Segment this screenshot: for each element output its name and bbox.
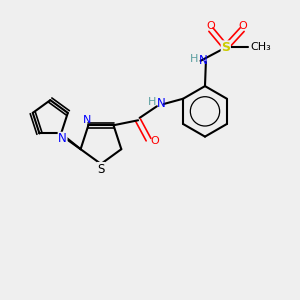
Text: O: O xyxy=(207,21,215,31)
Text: N: N xyxy=(58,132,67,145)
Text: H: H xyxy=(190,54,198,64)
Text: H: H xyxy=(148,97,156,107)
Text: N: N xyxy=(199,54,207,67)
Text: CH₃: CH₃ xyxy=(250,43,271,52)
Text: O: O xyxy=(151,136,159,146)
Text: N: N xyxy=(157,98,165,110)
Text: O: O xyxy=(238,21,247,31)
Text: S: S xyxy=(221,41,230,54)
Text: S: S xyxy=(97,163,105,176)
Text: N: N xyxy=(83,115,92,125)
